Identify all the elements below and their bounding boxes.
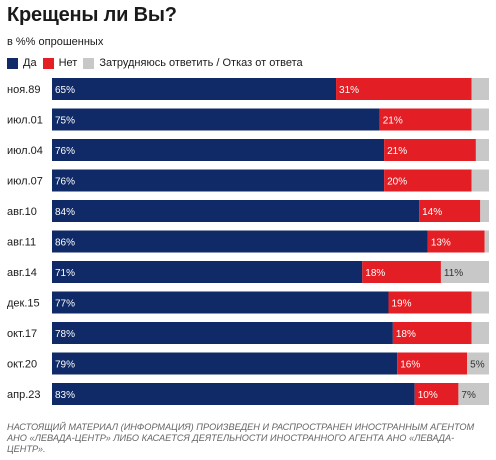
data-label-no: 18% xyxy=(365,268,385,279)
legend-item-no: Нет xyxy=(42,57,78,69)
category-label: авг.14 xyxy=(7,267,37,279)
legend-swatch-yes xyxy=(7,57,18,69)
data-label-undecided: 7% xyxy=(461,390,476,401)
bar-segment-no xyxy=(427,230,485,253)
legend-label-undecided: Затрудняюсь ответить / Отказ от ответа xyxy=(99,57,303,69)
data-label-yes: 83% xyxy=(55,390,75,401)
bar-segment-undecided xyxy=(471,291,489,314)
category-label: июл.01 xyxy=(7,115,43,127)
category-label: июл.04 xyxy=(7,145,43,157)
category-label: авг.11 xyxy=(7,237,36,249)
legend-swatch-no xyxy=(42,57,54,69)
data-label-undecided: 11% xyxy=(444,268,463,279)
data-label-undecided: 5% xyxy=(470,360,485,371)
bar-segment-yes xyxy=(52,230,428,253)
bar-segment-no xyxy=(362,261,441,283)
category-label: окт.17 xyxy=(7,328,37,340)
data-label-no: 14% xyxy=(422,207,442,218)
data-label-no: 19% xyxy=(391,299,411,310)
bar-segment-no xyxy=(336,78,472,100)
category-label: авг.10 xyxy=(7,206,37,218)
bar-segment-yes xyxy=(52,322,393,344)
bar-segment-undecided xyxy=(471,78,489,100)
bar-segment-yes xyxy=(52,169,385,192)
data-label-yes: 84% xyxy=(55,207,75,218)
bar-segment-yes xyxy=(52,139,385,161)
data-label-no: 16% xyxy=(400,360,420,371)
category-label: окт.20 xyxy=(7,359,37,371)
data-label-no: 10% xyxy=(418,390,438,401)
category-label: дек.15 xyxy=(7,298,40,310)
data-label-yes: 86% xyxy=(55,238,75,249)
data-label-no: 18% xyxy=(396,329,416,340)
bar-segment-no xyxy=(392,322,472,344)
bar-segment-no xyxy=(414,383,459,405)
data-label-yes: 76% xyxy=(55,177,75,188)
data-label-yes: 79% xyxy=(55,360,75,371)
chart-subtitle: в %% опрошенных xyxy=(7,36,104,48)
legend-item-yes: Да xyxy=(7,57,37,69)
bar-segment-undecided xyxy=(484,230,489,253)
data-label-no: 31% xyxy=(339,85,359,96)
category-label: апр.23 xyxy=(7,389,40,401)
bar-segment-no xyxy=(384,169,472,192)
bar-segment-no xyxy=(379,108,472,131)
bar-segment-undecided xyxy=(471,108,489,131)
data-label-yes: 71% xyxy=(55,268,75,279)
bar-segment-undecided xyxy=(440,261,489,283)
legend-label-yes: Да xyxy=(23,57,37,69)
bar-segment-yes xyxy=(52,200,420,222)
legend: Да Нет Затрудняюсь ответить / Отказ от о… xyxy=(7,57,309,69)
data-label-yes: 78% xyxy=(55,329,75,340)
data-label-no: 20% xyxy=(387,177,407,188)
bar-segment-no xyxy=(419,200,481,222)
bar-segment-undecided xyxy=(475,139,489,161)
category-label: ноя.89 xyxy=(7,84,40,96)
bar-segment-undecided xyxy=(471,169,489,192)
bar-segment-no xyxy=(384,139,476,161)
data-label-no: 21% xyxy=(383,116,403,127)
bar-segment-yes xyxy=(52,261,363,283)
bar-segment-undecided xyxy=(458,383,489,405)
legend-swatch-undecided xyxy=(83,57,95,69)
data-label-yes: 65% xyxy=(55,85,75,96)
bar-segment-yes xyxy=(52,78,337,100)
bar-segment-undecided xyxy=(480,200,489,222)
stacked-bar-chart: ноя.89 65% 31% июл.01 75% 21% июл.04 76% 21% июл.… xyxy=(7,78,489,405)
bar-segment-yes xyxy=(52,291,389,314)
data-label-yes: 76% xyxy=(55,146,75,157)
bar-segment-yes xyxy=(52,108,380,131)
bar-segment-undecided xyxy=(467,352,489,375)
category-label: июл.07 xyxy=(7,176,43,188)
bar-segment-undecided xyxy=(471,322,489,344)
bar-segment-no xyxy=(388,291,472,314)
data-label-no: 21% xyxy=(387,146,407,157)
data-label-yes: 77% xyxy=(55,299,75,310)
bar-segment-no xyxy=(397,352,468,375)
bar-segment-yes xyxy=(52,383,415,405)
legend-label-no: Нет xyxy=(58,57,78,69)
footnote: НАСТОЯЩИЙ МАТЕРИАЛ (ИНФОРМАЦИЯ) ПРОИЗВЕД… xyxy=(7,422,475,454)
data-label-yes: 75% xyxy=(55,116,75,127)
legend-item-undecided: Затрудняюсь ответить / Отказ от ответа xyxy=(83,57,303,69)
chart-title: Крещены ли Вы? xyxy=(7,4,177,26)
bar-segment-yes xyxy=(52,352,398,375)
data-label-no: 13% xyxy=(431,238,451,249)
